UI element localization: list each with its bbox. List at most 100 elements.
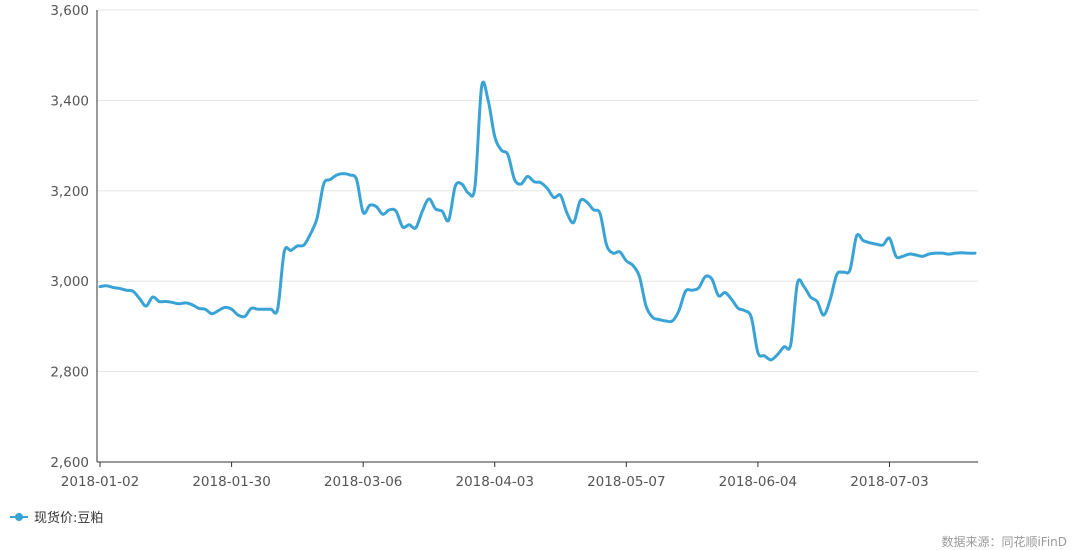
data-point[interactable] <box>861 239 865 242</box>
data-point[interactable] <box>822 313 825 317</box>
data-point[interactable] <box>309 232 312 235</box>
data-point[interactable] <box>263 308 266 311</box>
data-point[interactable] <box>559 194 562 197</box>
data-point[interactable] <box>210 312 214 315</box>
data-point[interactable] <box>164 300 167 303</box>
data-point[interactable] <box>934 251 937 255</box>
data-point[interactable] <box>829 298 832 301</box>
data-point[interactable] <box>927 252 931 256</box>
data-point[interactable] <box>493 135 496 138</box>
data-point[interactable] <box>401 225 404 229</box>
data-point[interactable] <box>710 277 714 281</box>
data-point[interactable] <box>868 241 871 244</box>
data-point[interactable] <box>467 191 470 195</box>
data-point[interactable] <box>881 243 885 247</box>
data-point[interactable] <box>967 251 970 255</box>
data-point[interactable] <box>454 185 457 188</box>
data-point[interactable] <box>539 181 542 184</box>
data-point[interactable] <box>618 250 621 254</box>
data-point[interactable] <box>736 307 740 310</box>
data-point[interactable] <box>605 243 608 247</box>
data-point[interactable] <box>375 205 378 208</box>
data-point[interactable] <box>394 209 398 213</box>
data-point[interactable] <box>835 273 839 276</box>
data-point[interactable] <box>125 289 128 292</box>
data-point[interactable] <box>789 343 792 346</box>
data-point[interactable] <box>796 282 799 285</box>
data-point[interactable] <box>631 264 635 267</box>
data-point[interactable] <box>283 250 286 254</box>
data-point[interactable] <box>598 212 602 215</box>
data-point[interactable] <box>342 172 345 175</box>
data-point[interactable] <box>750 316 753 319</box>
data-point[interactable] <box>684 289 687 293</box>
data-point[interactable] <box>565 212 569 215</box>
data-point[interactable] <box>638 275 641 278</box>
data-point[interactable] <box>296 244 299 248</box>
data-point[interactable] <box>250 307 253 310</box>
data-point[interactable] <box>809 295 812 299</box>
data-point[interactable] <box>98 285 102 288</box>
data-point[interactable] <box>901 255 904 258</box>
data-point[interactable] <box>579 199 582 202</box>
data-point[interactable] <box>506 153 510 156</box>
data-point[interactable] <box>473 185 477 188</box>
data-point[interactable] <box>671 319 674 323</box>
data-point[interactable] <box>644 304 648 308</box>
data-point[interactable] <box>940 251 944 255</box>
data-point[interactable] <box>480 85 483 89</box>
data-point[interactable] <box>414 226 417 230</box>
data-point[interactable] <box>552 196 556 199</box>
data-point[interactable] <box>625 259 628 263</box>
data-point[interactable] <box>730 298 733 301</box>
data-point[interactable] <box>572 221 575 224</box>
data-point[interactable] <box>440 209 444 213</box>
data-point[interactable] <box>204 308 207 311</box>
data-point[interactable] <box>269 308 273 311</box>
data-point[interactable] <box>322 182 325 186</box>
data-point[interactable] <box>421 209 424 213</box>
data-point[interactable] <box>888 237 891 240</box>
data-point[interactable] <box>329 178 332 181</box>
data-point[interactable] <box>519 182 523 186</box>
data-point[interactable] <box>276 308 279 311</box>
data-point[interactable] <box>908 252 911 256</box>
data-point[interactable] <box>256 308 260 311</box>
data-point[interactable] <box>302 243 306 247</box>
data-point[interactable] <box>355 178 358 181</box>
data-point[interactable] <box>408 223 411 226</box>
data-point[interactable] <box>783 345 786 348</box>
data-point[interactable] <box>348 173 352 177</box>
data-point[interactable] <box>546 187 549 190</box>
data-point[interactable] <box>500 148 503 152</box>
data-point[interactable] <box>184 301 187 305</box>
data-point[interactable] <box>960 251 964 254</box>
data-point[interactable] <box>697 286 700 290</box>
data-point[interactable] <box>954 251 957 255</box>
data-point[interactable] <box>315 216 319 220</box>
data-point[interactable] <box>815 300 819 303</box>
data-point[interactable] <box>513 178 516 181</box>
data-point[interactable] <box>486 99 490 102</box>
data-point[interactable] <box>611 251 615 255</box>
data-point[interactable] <box>335 173 339 177</box>
data-point[interactable] <box>651 316 654 319</box>
data-point[interactable] <box>118 287 121 290</box>
data-point[interactable] <box>592 208 595 211</box>
data-point[interactable] <box>921 255 924 258</box>
data-point[interactable] <box>236 313 240 317</box>
data-point[interactable] <box>769 358 773 362</box>
data-point[interactable] <box>894 255 898 258</box>
data-point[interactable] <box>875 242 878 246</box>
data-point[interactable] <box>223 306 227 309</box>
data-point[interactable] <box>361 211 365 214</box>
data-point[interactable] <box>526 175 529 178</box>
data-point[interactable] <box>177 302 181 305</box>
data-point[interactable] <box>664 319 667 323</box>
data-point[interactable] <box>842 270 845 274</box>
data-point[interactable] <box>973 251 977 255</box>
data-point[interactable] <box>717 294 720 297</box>
data-point[interactable] <box>690 289 694 292</box>
data-point[interactable] <box>197 307 200 310</box>
data-point[interactable] <box>144 304 148 308</box>
